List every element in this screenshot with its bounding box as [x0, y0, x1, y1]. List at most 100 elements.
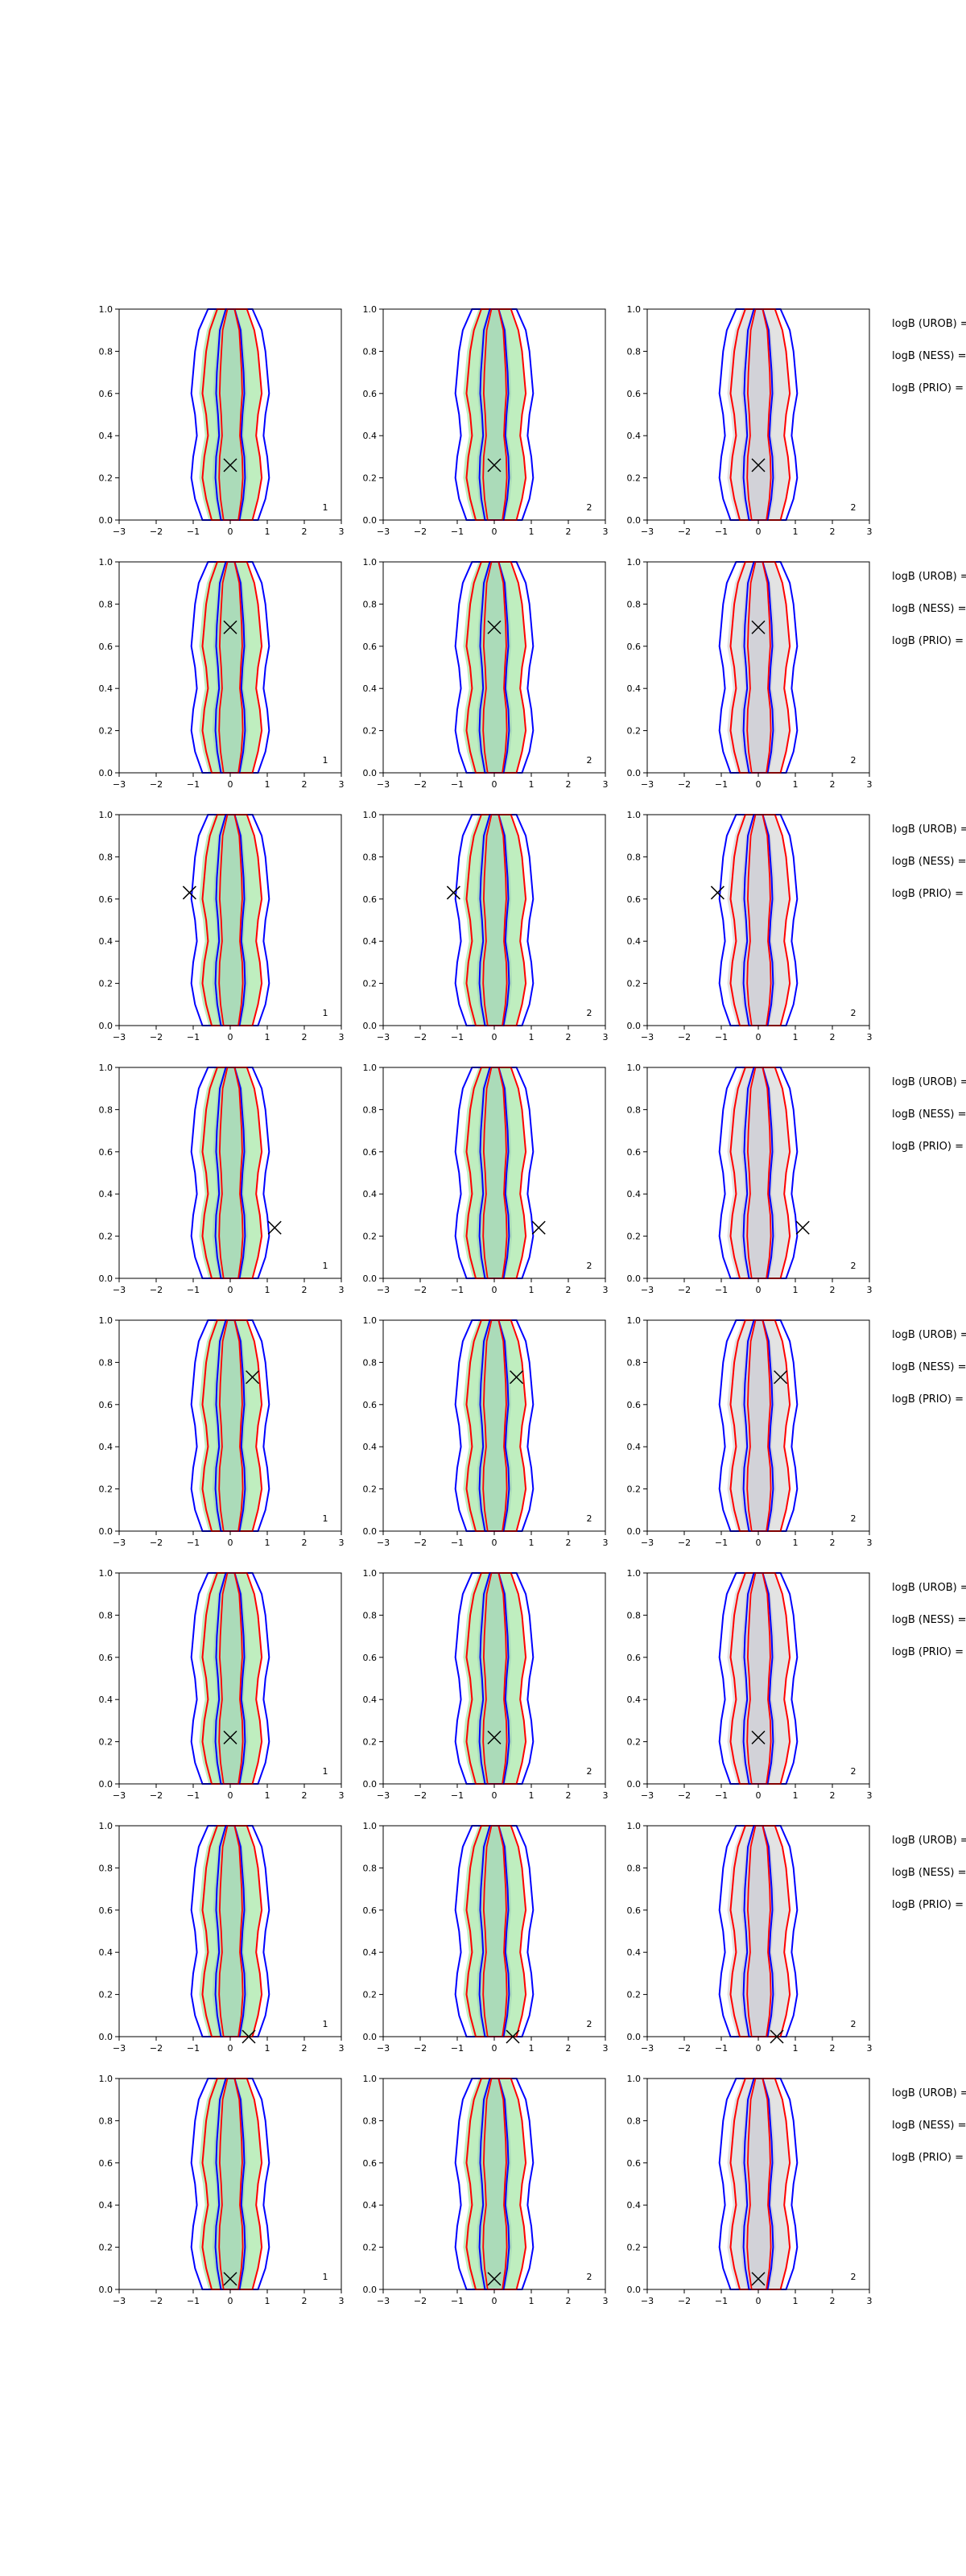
y-tick-label: 0.4 [99, 1695, 114, 1705]
panel-r6-c1: −3 −2 −1 0 1 2 3 0.0 0.2 0.4 0.6 0.8 1.0 1 [99, 1568, 345, 1801]
true-value-marker [182, 886, 196, 900]
y-tick-label: 0.0 [99, 1021, 114, 1031]
y-tick-label: 0.4 [363, 683, 378, 694]
x-tick-label: −1 [715, 2296, 728, 2306]
x-tick-label: −2 [414, 1032, 427, 1042]
y-tick-label: 1.0 [627, 557, 642, 568]
y-tick-label: 0.4 [99, 683, 114, 694]
y-tick-label: 1.0 [363, 1063, 378, 1073]
y-tick-label: 0.4 [627, 1947, 642, 1958]
x-tick-label: −2 [678, 2043, 691, 2054]
x-tick-label: −2 [678, 1285, 691, 1295]
x-tick-label: 3 [339, 1538, 345, 1548]
panel-r7-c3: −3 −2 −1 0 1 2 3 0.0 0.2 0.4 0.6 0.8 1.0 2 [627, 1821, 873, 2054]
side-label-1: logB (UROB) = [892, 1329, 966, 1341]
x-tick-label: 3 [867, 526, 873, 537]
x-tick-label: −1 [715, 779, 728, 790]
y-tick-label: 0.2 [99, 2243, 114, 2253]
y-tick-label: 0.2 [99, 726, 114, 737]
x-tick-label: 3 [339, 1790, 345, 1801]
panel-r4-c1: −3 −2 −1 0 1 2 3 0.0 0.2 0.4 0.6 0.8 1.0 1 [99, 1063, 345, 1295]
x-tick-label: 3 [339, 2296, 345, 2306]
y-tick-label: 0.8 [99, 1863, 114, 1873]
x-tick-label: 0 [492, 1538, 497, 1548]
y-tick-label: 0.6 [363, 642, 378, 652]
y-tick-label: 0.0 [99, 1526, 114, 1537]
panel-r5-c1: −3 −2 −1 0 1 2 3 0.0 0.2 0.4 0.6 0.8 1.0 1 [99, 1315, 345, 1548]
y-tick-label: 0.6 [99, 1400, 114, 1410]
x-tick-label: 1 [265, 2043, 270, 2054]
x-tick-label: 2 [830, 779, 836, 790]
panel-r4-c2: −3 −2 −1 0 1 2 3 0.0 0.2 0.4 0.6 0.8 1.0 2 [363, 1063, 609, 1295]
x-tick-label: 3 [603, 1790, 609, 1801]
x-tick-label: 2 [302, 1285, 308, 1295]
x-tick-label: −1 [451, 1790, 464, 1801]
panel-r5-c3: −3 −2 −1 0 1 2 3 0.0 0.2 0.4 0.6 0.8 1.0 2 [627, 1315, 873, 1548]
y-tick-label: 0.8 [99, 2116, 114, 2126]
true-value-marker [506, 2029, 520, 2044]
x-tick-label: −1 [451, 2043, 464, 2054]
true-value-marker [510, 1370, 524, 1385]
x-tick-label: −3 [113, 1032, 126, 1042]
x-tick-label: −2 [678, 1538, 691, 1548]
y-tick-label: 1.0 [627, 1568, 642, 1579]
y-tick-label: 0.2 [363, 473, 378, 484]
x-tick-label: 0 [756, 2296, 762, 2306]
corner-label: 1 [323, 2019, 328, 2029]
x-tick-label: −1 [451, 779, 464, 790]
corner-label: 2 [851, 755, 857, 766]
x-tick-label: 0 [756, 779, 762, 790]
x-tick-label: 2 [302, 2043, 308, 2054]
y-tick-label: 0.0 [363, 1021, 378, 1031]
x-tick-label: −1 [715, 1285, 728, 1295]
y-tick-label: 0.4 [627, 1695, 642, 1705]
x-tick-label: 1 [529, 1285, 535, 1295]
y-tick-label: 0.8 [627, 1610, 642, 1620]
y-tick-label: 1.0 [99, 2074, 114, 2084]
y-tick-label: 0.8 [99, 1610, 114, 1620]
side-label-3: logB (PRIO) = [892, 1646, 964, 1658]
true-value-marker [710, 886, 724, 900]
corner-label: 1 [323, 1008, 328, 1018]
y-tick-label: 0.8 [99, 1104, 114, 1115]
x-tick-label: 0 [756, 2043, 762, 2054]
panel-r2-c3: −3 −2 −1 0 1 2 3 0.0 0.2 0.4 0.6 0.8 1.0 2 [627, 557, 873, 790]
x-tick-label: 2 [830, 1538, 836, 1548]
x-tick-label: 0 [492, 526, 497, 537]
x-tick-label: 1 [529, 779, 535, 790]
x-tick-label: −3 [641, 779, 654, 790]
corner-label: 2 [587, 1513, 592, 1524]
x-tick-label: −3 [113, 1285, 126, 1295]
y-tick-label: 0.0 [99, 2032, 114, 2042]
x-tick-label: −3 [377, 779, 390, 790]
x-tick-label: 1 [265, 1790, 270, 1801]
x-tick-label: 1 [529, 2043, 535, 2054]
y-tick-label: 0.0 [99, 1779, 114, 1790]
x-tick-label: 1 [793, 1032, 799, 1042]
corner-label: 2 [587, 755, 592, 766]
corner-label: 1 [323, 502, 328, 513]
x-tick-label: 2 [302, 779, 308, 790]
y-tick-label: 1.0 [363, 1315, 378, 1326]
y-tick-label: 0.4 [627, 2200, 642, 2211]
y-tick-label: 0.0 [99, 1274, 114, 1284]
true-value-marker [795, 1220, 810, 1235]
side-label-1: logB (UROB) = [892, 1835, 966, 1847]
x-tick-label: −2 [414, 1790, 427, 1801]
y-tick-label: 0.0 [627, 2285, 642, 2295]
side-label-2: logB (NESS) = [892, 603, 966, 615]
y-tick-label: 0.0 [627, 1274, 642, 1284]
y-tick-label: 0.0 [363, 768, 378, 778]
x-tick-label: 0 [756, 526, 762, 537]
panel-r1-c1: −3 −2 −1 0 1 2 3 0.0 0.2 0.4 0.6 0.8 1.0 1 [99, 304, 345, 537]
panel-r8-c1: −3 −2 −1 0 1 2 3 0.0 0.2 0.4 0.6 0.8 1.0 1 [99, 2074, 345, 2306]
y-tick-label: 1.0 [363, 557, 378, 568]
x-tick-label: −1 [187, 2296, 200, 2306]
panel-r5-c2: −3 −2 −1 0 1 2 3 0.0 0.2 0.4 0.6 0.8 1.0 2 [363, 1315, 609, 1548]
y-tick-label: 1.0 [627, 304, 642, 315]
y-tick-label: 0.4 [99, 936, 114, 947]
y-tick-label: 0.6 [627, 1905, 642, 1916]
x-tick-label: 0 [228, 1032, 233, 1042]
x-tick-label: −1 [451, 1032, 464, 1042]
x-tick-label: 2 [830, 2043, 836, 2054]
